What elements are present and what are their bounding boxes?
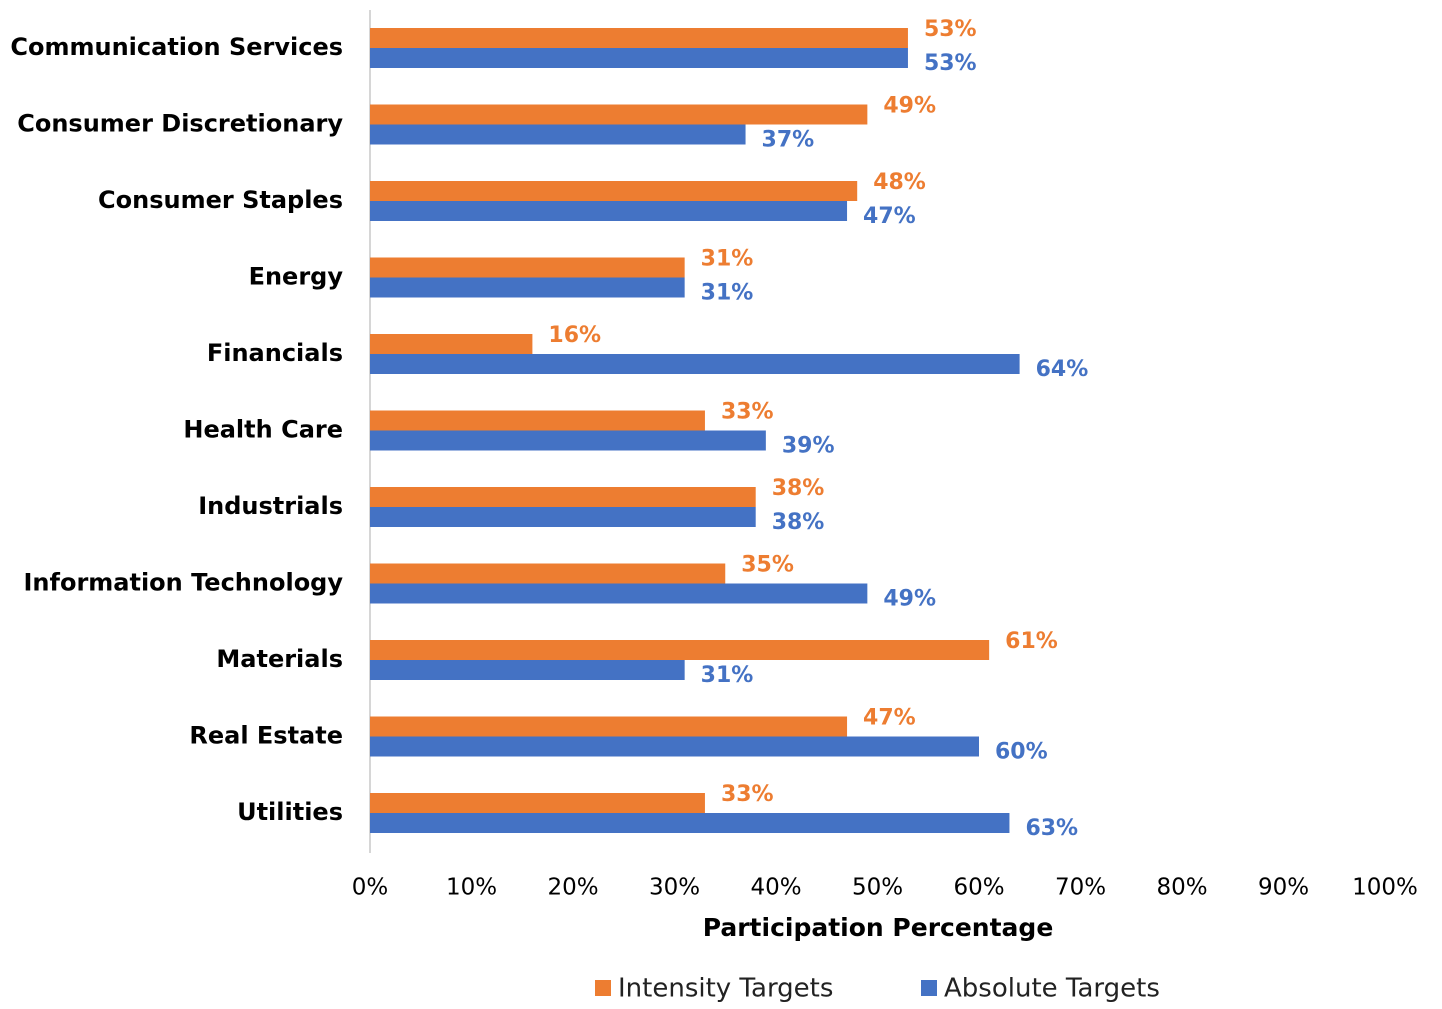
x-tick-label: 10%	[446, 875, 497, 901]
category-label: Real Estate	[189, 722, 343, 750]
value-label: 37%	[762, 128, 815, 153]
legend-swatch	[595, 980, 611, 996]
x-tick-label: 40%	[750, 875, 801, 901]
x-tick-label: 0%	[352, 875, 389, 901]
bar	[370, 430, 766, 451]
value-label: 53%	[924, 51, 977, 76]
value-label: 48%	[873, 170, 926, 195]
value-label: 64%	[1036, 357, 1089, 382]
legend-label: Absolute Targets	[944, 974, 1160, 1004]
category-label: Communication Services	[10, 33, 343, 61]
bar	[370, 48, 908, 68]
value-label: 16%	[548, 323, 601, 348]
bar	[370, 660, 685, 680]
bar	[370, 563, 726, 584]
category-label: Energy	[249, 263, 344, 291]
bar	[370, 28, 908, 48]
value-label: 33%	[721, 782, 774, 807]
x-tick-label: 30%	[649, 875, 700, 901]
bar	[370, 487, 756, 507]
category-label: Industrials	[198, 492, 343, 520]
x-axis-title: Participation Percentage	[703, 913, 1054, 942]
value-label: 47%	[863, 706, 916, 731]
x-tick-label: 80%	[1156, 875, 1207, 901]
legend-swatch	[921, 980, 937, 996]
category-label: Financials	[207, 339, 343, 367]
bar	[370, 793, 705, 813]
value-label: 39%	[782, 434, 835, 459]
bar	[370, 257, 685, 278]
category-label: Health Care	[183, 416, 343, 444]
x-tick-label: 50%	[852, 875, 903, 901]
value-label: 49%	[883, 94, 936, 119]
bar	[370, 813, 1010, 833]
bar	[370, 124, 746, 145]
category-label: Utilities	[237, 798, 343, 826]
bar	[370, 334, 533, 354]
value-label: 60%	[995, 740, 1048, 765]
bar	[370, 354, 1020, 374]
x-tick-label: 60%	[953, 875, 1004, 901]
x-tick-label: 20%	[547, 875, 598, 901]
bar	[370, 583, 868, 604]
x-tick-label: 100%	[1352, 875, 1418, 901]
bar	[370, 277, 685, 298]
value-label: 53%	[924, 17, 977, 42]
bar	[370, 201, 848, 221]
bar	[370, 104, 868, 125]
bar	[370, 640, 990, 660]
value-label: 31%	[701, 663, 754, 688]
category-label: Materials	[216, 645, 343, 673]
category-label: Information Technology	[24, 569, 344, 597]
value-label: 49%	[883, 587, 936, 612]
legend-label: Intensity Targets	[618, 974, 833, 1004]
value-label: 47%	[863, 204, 916, 229]
value-label: 31%	[701, 247, 754, 272]
value-label: 61%	[1005, 629, 1058, 654]
category-label: Consumer Staples	[98, 186, 343, 214]
bar	[370, 181, 858, 201]
bar	[370, 507, 756, 527]
value-label: 33%	[721, 400, 774, 425]
category-label: Consumer Discretionary	[17, 110, 343, 138]
value-label: 38%	[772, 510, 825, 535]
value-label: 31%	[701, 281, 754, 306]
value-label: 63%	[1025, 816, 1078, 841]
value-label: 35%	[741, 553, 794, 578]
x-tick-label: 90%	[1258, 875, 1309, 901]
bar	[370, 410, 705, 431]
x-tick-label: 70%	[1055, 875, 1106, 901]
value-label: 38%	[772, 476, 825, 501]
bar	[370, 736, 979, 757]
bar	[370, 716, 848, 737]
